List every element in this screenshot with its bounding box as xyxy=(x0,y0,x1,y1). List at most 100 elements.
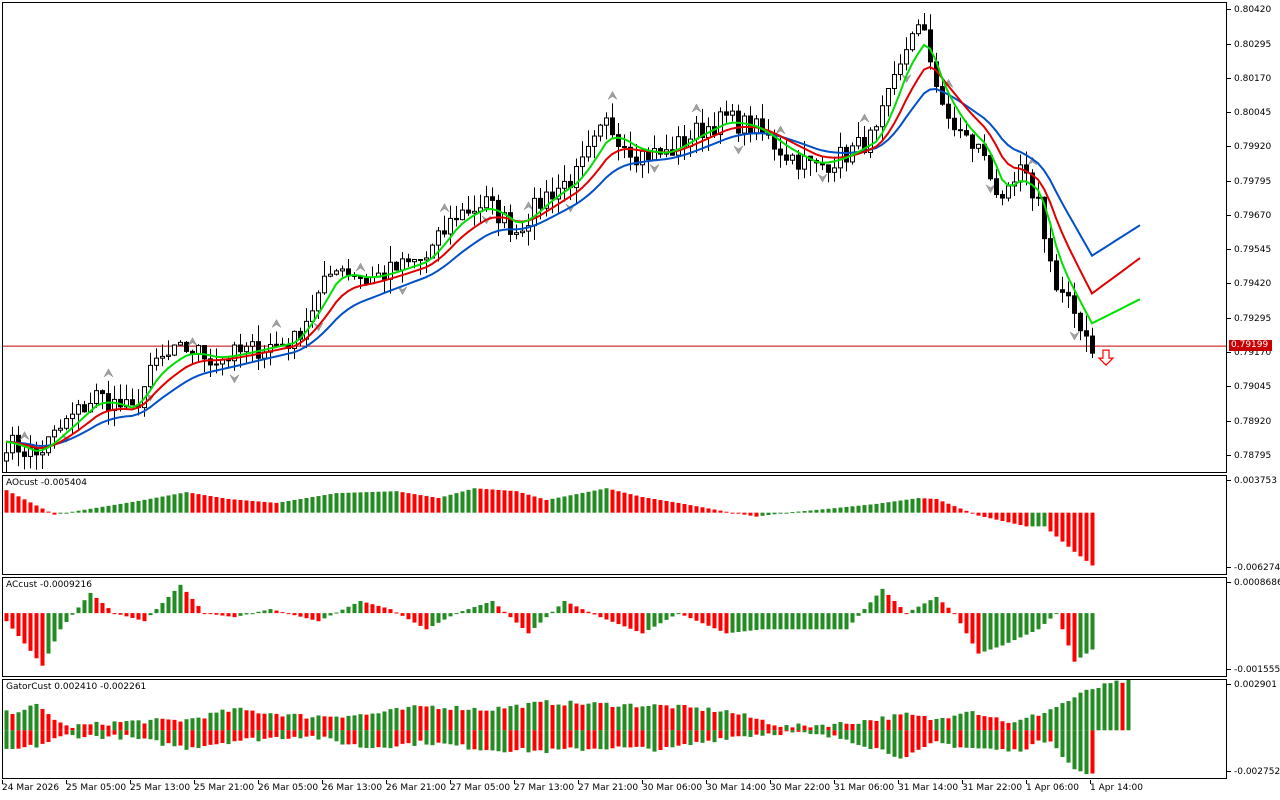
gator-upper-bar xyxy=(412,705,417,731)
ao-bar xyxy=(394,491,399,513)
ao-bar xyxy=(928,498,933,513)
ac-bar xyxy=(484,603,489,614)
gator-upper-bar xyxy=(298,714,303,731)
ac-bar xyxy=(1030,613,1035,632)
gator-upper-bar xyxy=(130,720,135,731)
gator-upper-bar xyxy=(628,703,633,731)
candle-body xyxy=(916,24,921,35)
ao-bar xyxy=(172,494,177,513)
ac-bar xyxy=(1078,613,1083,658)
ac-bar xyxy=(610,613,615,622)
candle-body xyxy=(94,390,99,404)
ac-bar xyxy=(262,610,267,614)
gator-upper-bar xyxy=(1036,715,1041,731)
ac-bar xyxy=(598,613,603,618)
gator-lower-bar xyxy=(550,730,555,749)
gator-upper-bar xyxy=(574,703,579,731)
gator-upper-bar xyxy=(856,723,861,731)
gator-lower-bar xyxy=(412,730,417,746)
ac-bar xyxy=(1048,613,1053,619)
gator-lower-bar xyxy=(934,730,939,742)
price-tick: 0.79170 xyxy=(1227,347,1280,359)
ao-bar xyxy=(514,491,519,513)
ao-bar xyxy=(814,509,819,513)
gator-upper-bar xyxy=(676,704,681,731)
ac-bar xyxy=(76,607,81,614)
gator-lower-bar xyxy=(994,730,999,750)
gator-lower-bar xyxy=(718,730,723,739)
time-tick: 24 Mar 2026 xyxy=(2,780,60,793)
ao-bar xyxy=(796,511,801,513)
gator-lower-bar xyxy=(460,730,465,745)
gator-lower-bar xyxy=(754,730,759,735)
gator-lower-bar xyxy=(574,730,579,749)
ac-bar xyxy=(502,611,507,614)
gator-upper-bar xyxy=(622,704,627,731)
ao-bar xyxy=(940,501,945,513)
ac-bar xyxy=(1072,613,1077,662)
gator-upper-bar xyxy=(682,704,687,731)
gator-upper-bar xyxy=(76,724,81,731)
candle-body xyxy=(418,259,423,262)
price-scale[interactable]: 0.80420 0.80295 0.80170 0.80045 0.79920 0.797… xyxy=(1227,2,1280,473)
price-chart-pane[interactable] xyxy=(2,2,1227,473)
ao-bar xyxy=(22,499,27,513)
candle-body xyxy=(616,134,621,147)
ao-bar xyxy=(700,507,705,513)
ac-bar xyxy=(910,609,915,614)
time-axis[interactable]: 24 Mar 2026 25 Mar 05:00 25 Mar 13:00 25 Ma… xyxy=(0,780,1280,800)
gator-upper-bar xyxy=(946,718,951,731)
time-tick: 26 Mar 13:00 xyxy=(322,780,383,793)
price-tick: 0.80045 xyxy=(1227,107,1280,119)
gator-upper-bar xyxy=(706,707,711,731)
ac-bar xyxy=(532,613,537,628)
gator-lower-bar xyxy=(64,730,69,735)
ao-bar xyxy=(4,490,9,513)
ac-bar xyxy=(28,613,33,651)
ac-bar xyxy=(52,613,57,642)
ao-bar xyxy=(664,500,669,513)
gator-upper-bar xyxy=(124,721,129,731)
ac-bar xyxy=(706,613,711,626)
gator-lower-bar xyxy=(988,730,993,749)
gator-lower-bar xyxy=(778,730,783,736)
gator-lower-bar xyxy=(1072,730,1077,770)
candle-body xyxy=(232,344,237,362)
candle-body xyxy=(676,136,681,156)
ao-bar xyxy=(382,491,387,513)
ao-bar xyxy=(724,511,729,513)
ao-bar xyxy=(1006,512,1011,523)
gator-lower-bar xyxy=(532,730,537,751)
gator-lower-bar xyxy=(352,730,357,745)
price-tick: 0.80420 xyxy=(1227,4,1280,16)
gator-lower-bar xyxy=(868,730,873,750)
ao-bar xyxy=(556,497,561,513)
gator-lower-bar xyxy=(916,730,921,750)
gator-indicator-pane[interactable]: GatorCust 0.002410 -0.002261 xyxy=(2,679,1227,779)
gator-upper-bar xyxy=(256,713,261,731)
gator-lower-bar xyxy=(280,730,285,740)
ac-bar xyxy=(148,613,153,616)
ac-bar xyxy=(952,613,957,615)
gator-lower-bar xyxy=(886,730,891,754)
ao-bar xyxy=(862,505,867,513)
gator-upper-bar xyxy=(280,716,285,731)
ac-indicator-pane[interactable]: ACcust -0.0009216 xyxy=(2,577,1227,677)
ao-bar xyxy=(772,512,777,515)
ao-bar xyxy=(1030,512,1035,527)
ao-bar xyxy=(412,494,417,513)
ac-bar xyxy=(682,613,687,616)
gator-upper-bar xyxy=(832,723,837,731)
candle-body xyxy=(796,154,801,170)
gator-lower-bar xyxy=(820,730,825,735)
ac-bar xyxy=(454,613,459,615)
ac-bar xyxy=(418,613,423,626)
ao-bar xyxy=(868,504,873,513)
gator-lower-bar xyxy=(586,730,591,750)
ac-bar xyxy=(970,613,975,644)
price-tick: 0.79670 xyxy=(1227,210,1280,222)
gator-lower-bar xyxy=(220,730,225,744)
ao-indicator-pane[interactable]: AOcust -0.005404 xyxy=(2,475,1227,575)
gator-upper-bar xyxy=(394,708,399,731)
gator-lower-bar xyxy=(316,730,321,740)
